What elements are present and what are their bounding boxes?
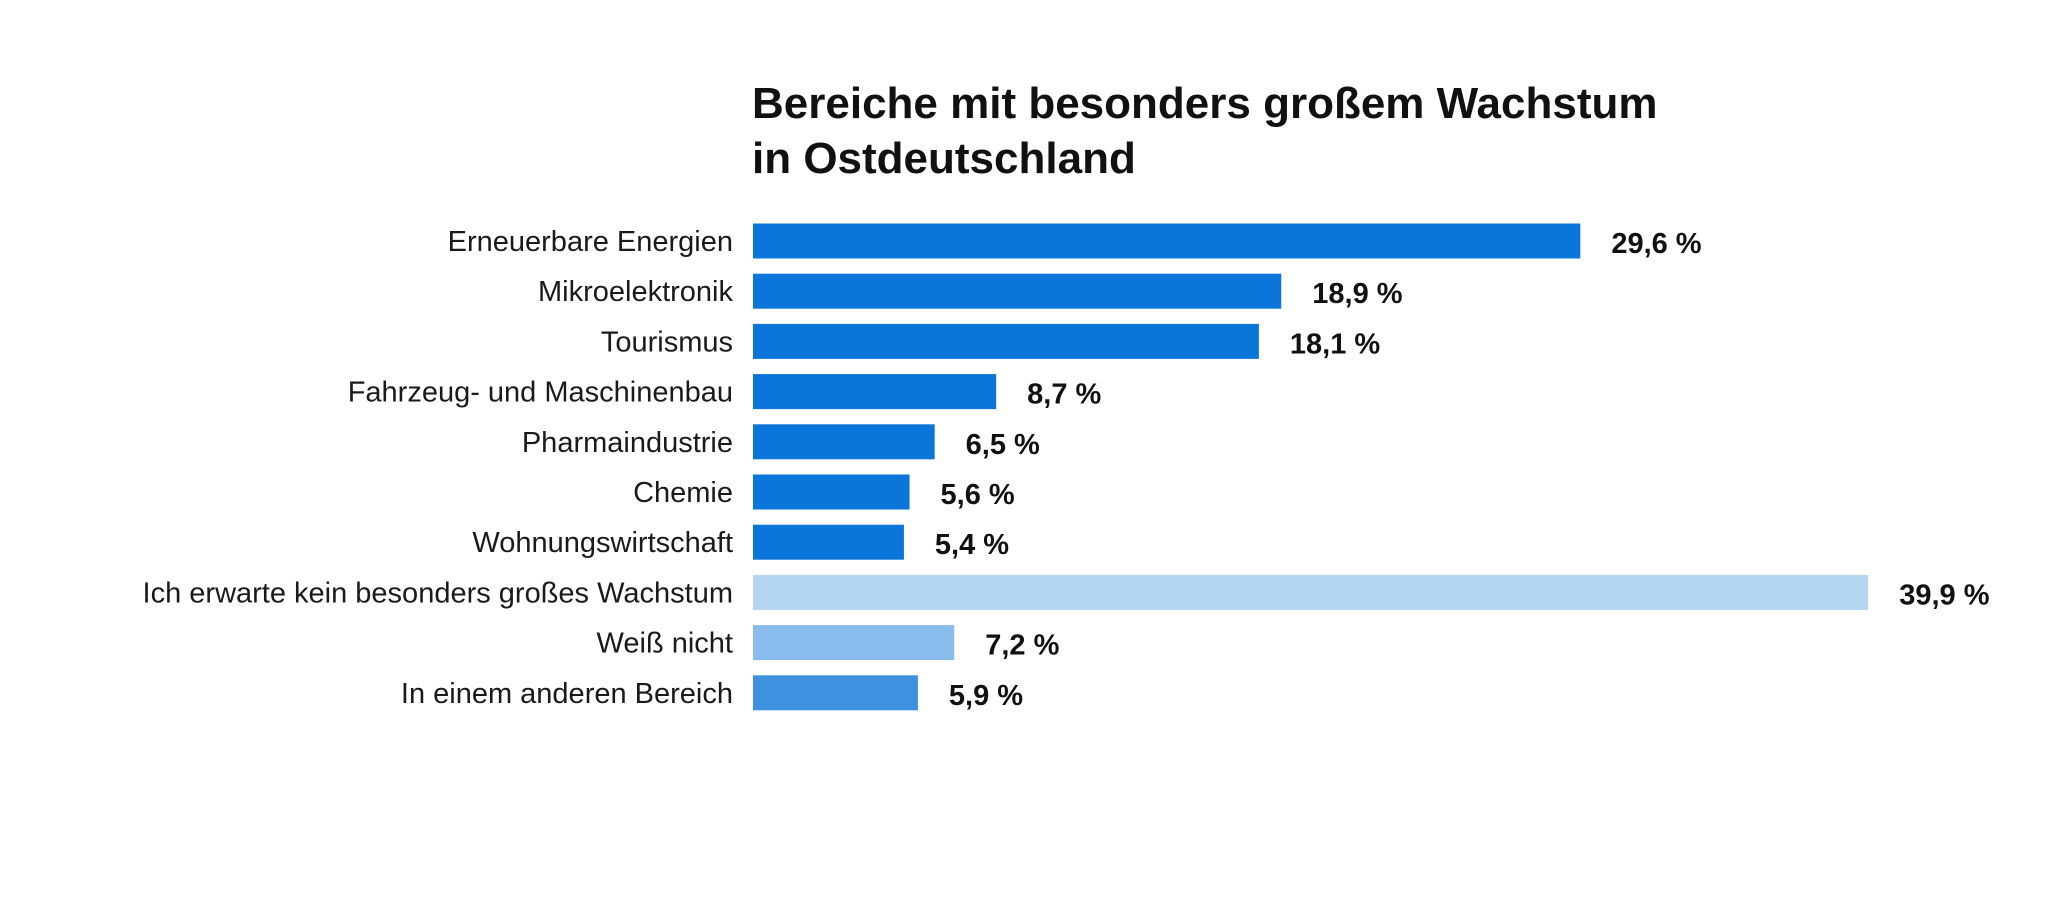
bar xyxy=(753,323,1259,359)
value-label: 29,6 % xyxy=(1611,228,1701,260)
chart-title-line-1: Bereiche mit besonders großem Wachstum xyxy=(752,79,1658,128)
chart-title: Bereiche mit besonders großem Wachstum i… xyxy=(752,76,1952,186)
category-label: Weiß nicht xyxy=(597,628,733,660)
bar xyxy=(753,625,955,661)
value-label: 5,4 % xyxy=(935,529,1009,561)
bar xyxy=(753,574,1869,610)
value-label: 8,7 % xyxy=(1027,379,1101,411)
bar xyxy=(753,474,910,510)
category-label: Mikroelektronik xyxy=(538,276,733,308)
category-label: Fahrzeug- und Maschinenbau xyxy=(348,377,733,409)
category-label: Pharmaindustrie xyxy=(522,427,733,459)
category-label: Ich erwarte kein besonders großes Wachst… xyxy=(143,577,733,609)
bar xyxy=(753,675,918,711)
bar xyxy=(753,524,904,560)
bar-row: Wohnungswirtschaft 5,4 % xyxy=(472,524,1009,561)
value-label: 18,9 % xyxy=(1312,278,1402,310)
bar xyxy=(753,223,1581,259)
bar xyxy=(753,374,997,410)
bar-row: Ich erwarte kein besonders großes Wachst… xyxy=(143,574,1990,611)
category-label: In einem anderen Bereich xyxy=(401,678,733,710)
value-label: 5,6 % xyxy=(941,479,1015,511)
chart-title-line-2: in Ostdeutschland xyxy=(752,134,1136,183)
category-label: Chemie xyxy=(633,477,733,509)
value-label: 6,5 % xyxy=(966,429,1040,461)
bar-row: Fahrzeug- und Maschinenbau 8,7 % xyxy=(348,374,1102,411)
bar-row: Mikroelektronik 18,9 % xyxy=(538,273,1403,310)
bar-row: Tourismus 18,1 % xyxy=(601,323,1380,360)
bar xyxy=(753,424,935,460)
value-label: 7,2 % xyxy=(985,630,1059,662)
value-label: 5,9 % xyxy=(949,680,1023,712)
value-label: 39,9 % xyxy=(1899,579,1989,611)
bar-row: Pharmaindustrie 6,5 % xyxy=(522,424,1040,461)
category-label: Erneuerbare Energien xyxy=(448,226,733,258)
bar-row: In einem anderen Bereich 5,9 % xyxy=(401,675,1023,712)
value-label: 18,1 % xyxy=(1290,328,1380,360)
bar-row: Chemie 5,6 % xyxy=(633,474,1015,511)
category-label: Tourismus xyxy=(601,326,733,358)
bar-row: Erneuerbare Energien 29,6 % xyxy=(448,223,1702,260)
bar xyxy=(753,273,1282,309)
category-label: Wohnungswirtschaft xyxy=(472,527,733,559)
bar-row: Weiß nicht 7,2 % xyxy=(597,625,1060,662)
